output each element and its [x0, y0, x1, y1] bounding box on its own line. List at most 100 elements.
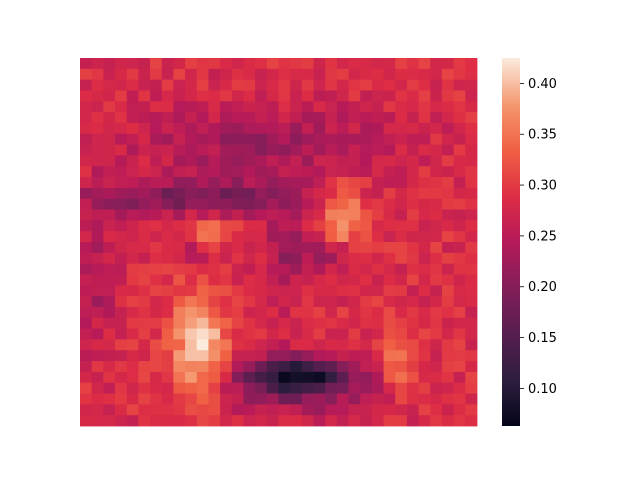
- heatmap-cell: [173, 177, 186, 189]
- heatmap-cell: [196, 382, 209, 394]
- heatmap-cell: [255, 144, 268, 156]
- heatmap-cell: [138, 252, 151, 265]
- heatmap-cell: [115, 68, 128, 81]
- heatmap-cell: [465, 198, 478, 210]
- heatmap-cell: [383, 415, 396, 427]
- heatmap-cell: [208, 198, 221, 210]
- heatmap-cell: [383, 296, 396, 308]
- heatmap-cell: [325, 198, 338, 210]
- heatmap-cell: [395, 350, 408, 362]
- heatmap-cell: [430, 242, 443, 254]
- heatmap-cell: [115, 252, 128, 265]
- heatmap-cell: [196, 285, 209, 297]
- heatmap-cell: [138, 101, 151, 113]
- heatmap-cell: [220, 339, 233, 351]
- heatmap-cell: [220, 187, 233, 200]
- heatmap-cell: [406, 101, 420, 113]
- heatmap-cell: [80, 285, 93, 297]
- heatmap-cell: [371, 112, 384, 124]
- heatmap-cell: [150, 285, 163, 297]
- heatmap-cell: [418, 393, 431, 405]
- heatmap-cell: [126, 404, 139, 416]
- heatmap-cell: [196, 317, 209, 329]
- heatmap-cell: [383, 242, 396, 254]
- heatmap-cell: [126, 220, 139, 232]
- heatmap-cell: [161, 274, 174, 286]
- heatmap-cell: [91, 404, 104, 416]
- heatmap-cell: [325, 112, 338, 124]
- heatmap-cell: [290, 79, 303, 91]
- heatmap-cell: [325, 166, 338, 178]
- heatmap-cell: [255, 112, 268, 124]
- heatmap-cell: [266, 393, 279, 405]
- heatmap-cell: [115, 361, 128, 373]
- heatmap-cell: [220, 285, 233, 297]
- heatmap-cell: [418, 112, 431, 124]
- heatmap-cell: [348, 263, 361, 275]
- heatmap-cell: [441, 393, 455, 405]
- heatmap-cell: [266, 101, 279, 113]
- heatmap-cell: [138, 328, 151, 340]
- heatmap-cell: [453, 198, 466, 210]
- heatmap-cell: [465, 382, 478, 394]
- heatmap-cell: [325, 177, 338, 189]
- heatmap-cell: [301, 79, 314, 91]
- heatmap-cell: [441, 361, 455, 373]
- heatmap-cell: [301, 252, 314, 265]
- heatmap-cell: [185, 166, 198, 178]
- heatmap-cell: [196, 242, 209, 254]
- heatmap-cell: [313, 79, 326, 91]
- heatmap-cell: [80, 371, 93, 384]
- heatmap-cell: [371, 220, 384, 232]
- heatmap-cell: [243, 274, 256, 286]
- heatmap-cell: [161, 58, 174, 70]
- heatmap-cell: [395, 144, 408, 156]
- heatmap-cell: [348, 274, 361, 286]
- heatmap-cell: [395, 242, 408, 254]
- heatmap-cell: [255, 155, 268, 167]
- heatmap-cell: [383, 263, 396, 275]
- heatmap-cell: [196, 404, 209, 416]
- heatmap-cell: [185, 361, 198, 373]
- heatmap-cell: [91, 296, 104, 308]
- heatmap-cell: [173, 285, 186, 297]
- heatmap-cell: [278, 144, 291, 156]
- heatmap-cell: [360, 404, 373, 416]
- heatmap-cell: [80, 274, 93, 286]
- heatmap-cell: [150, 68, 163, 81]
- heatmap-cell: [126, 155, 139, 167]
- heatmap-cell: [290, 404, 303, 416]
- heatmap-cell: [266, 133, 279, 145]
- heatmap-cell: [371, 166, 384, 178]
- heatmap-cell: [348, 198, 361, 210]
- heatmap-cell: [126, 209, 139, 221]
- heatmap-cell: [348, 220, 361, 232]
- heatmap-cell: [453, 339, 466, 351]
- heatmap-cell: [441, 339, 455, 351]
- heatmap-cell: [266, 155, 279, 167]
- heatmap-cell: [266, 79, 279, 91]
- heatmap-cell: [150, 317, 163, 329]
- heatmap-cell: [290, 209, 303, 221]
- heatmap-cell: [231, 339, 244, 351]
- heatmap-cell: [161, 371, 174, 384]
- heatmap-cell: [371, 350, 384, 362]
- heatmap-cell: [220, 177, 233, 189]
- heatmap-cell: [196, 231, 209, 243]
- heatmap-cell: [313, 361, 326, 373]
- heatmap-cell: [161, 198, 174, 210]
- heatmap-cell: [208, 328, 221, 340]
- heatmap-cell: [418, 415, 431, 427]
- heatmap-cell: [313, 382, 326, 394]
- heatmap-cell: [208, 187, 221, 200]
- heatmap-cell: [220, 350, 233, 362]
- heatmap-cell: [465, 220, 478, 232]
- heatmap-cell: [278, 242, 291, 254]
- heatmap-cell: [173, 58, 186, 70]
- heatmap-cell: [336, 339, 349, 351]
- heatmap-cell: [231, 133, 244, 145]
- heatmap-cell: [453, 242, 466, 254]
- heatmap-cell: [430, 220, 443, 232]
- heatmap-cell: [336, 122, 349, 135]
- heatmap-cell: [395, 112, 408, 124]
